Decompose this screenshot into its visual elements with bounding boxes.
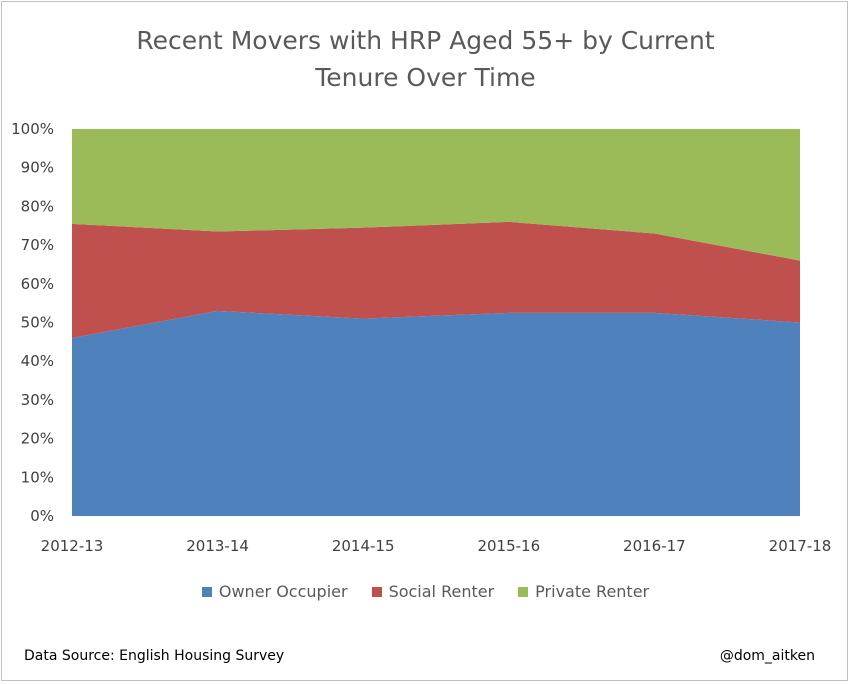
y-tick-label: 70% bbox=[21, 236, 54, 254]
x-tick-label: 2012-13 bbox=[41, 537, 104, 555]
x-tick-label: 2017-18 bbox=[769, 537, 832, 555]
area-private-renter bbox=[72, 129, 800, 261]
y-tick-label: 20% bbox=[21, 430, 54, 448]
y-tick-label: 80% bbox=[21, 197, 54, 215]
legend-swatch bbox=[518, 586, 529, 597]
legend-item-private-renter: Private Renter bbox=[518, 582, 649, 601]
legend-item-social-renter: Social Renter bbox=[371, 582, 495, 601]
x-tick-label: 2016-17 bbox=[623, 537, 686, 555]
legend-label: Social Renter bbox=[388, 582, 495, 601]
legend-swatch bbox=[371, 586, 382, 597]
legend-label: Owner Occupier bbox=[218, 582, 348, 601]
legend-label: Private Renter bbox=[535, 582, 650, 601]
y-tick-label: 0% bbox=[30, 507, 54, 525]
legend: Owner Occupier Social Renter Private Ren… bbox=[0, 582, 851, 601]
y-tick-label: 60% bbox=[21, 275, 54, 293]
y-tick-label: 40% bbox=[21, 352, 54, 370]
legend-swatch bbox=[201, 586, 212, 597]
chart-title: Recent Movers with HRP Aged 55+ by Curre… bbox=[0, 22, 851, 96]
area-social-renter bbox=[72, 221, 800, 338]
area-owner-occupier bbox=[72, 310, 800, 516]
y-axis: 0% 10% 20% 30% 40% 50% 60% 70% 80% 90% 100% bbox=[11, 120, 54, 525]
data-source-note: Data Source: English Housing Survey bbox=[24, 648, 285, 664]
x-tick-label: 2015-16 bbox=[477, 537, 540, 555]
author-handle: @dom_aitken bbox=[719, 648, 815, 664]
area-layer bbox=[72, 129, 800, 516]
y-tick-label: 30% bbox=[21, 391, 54, 409]
chart-title-line-2: Tenure Over Time bbox=[315, 63, 536, 92]
x-tick-label: 2014-15 bbox=[332, 537, 395, 555]
y-tick-label: 50% bbox=[21, 314, 54, 332]
y-tick-label: 90% bbox=[21, 159, 54, 177]
y-tick-label: 10% bbox=[21, 468, 54, 486]
legend-item-owner-occupier: Owner Occupier bbox=[201, 582, 348, 601]
y-tick-label: 100% bbox=[11, 120, 54, 138]
x-axis: 2012-13 2013-14 2014-15 2015-16 2016-17 2017-… bbox=[41, 537, 832, 555]
chart-title-line-1: Recent Movers with HRP Aged 55+ by Curre… bbox=[136, 26, 715, 55]
x-tick-label: 2013-14 bbox=[186, 537, 249, 555]
